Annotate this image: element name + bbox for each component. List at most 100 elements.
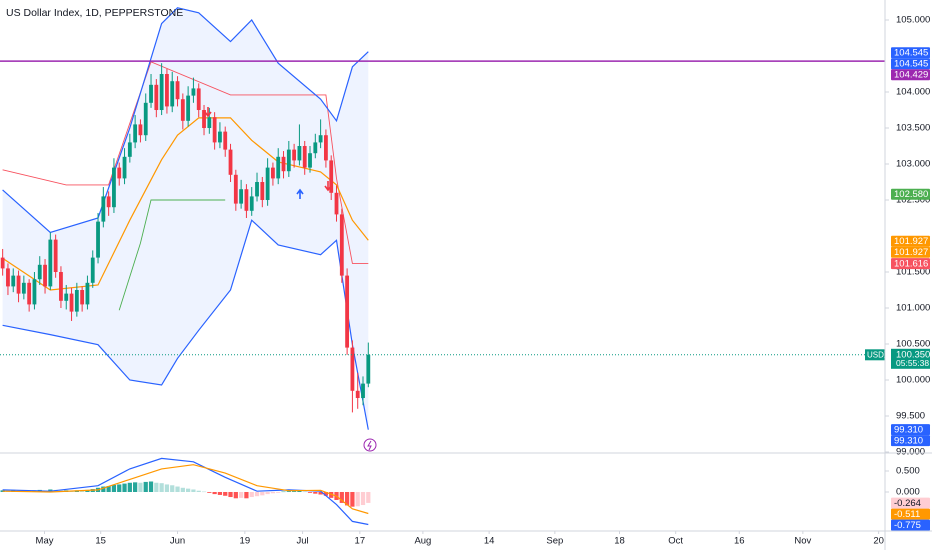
histogram-bar [323,491,329,496]
price-badge-label: 104.545 [894,59,928,70]
candle-body [233,174,238,204]
candle-body [276,156,281,179]
symbol-label: USDX [867,350,890,359]
histogram-bar [366,491,371,503]
histogram-bar [154,482,159,492]
candle-body [27,282,32,305]
histogram-bar [170,485,175,492]
y-tick-label: 102.500 [896,195,930,206]
candle-body [191,88,196,96]
price-badge [891,508,930,520]
histogram-bar [101,486,106,492]
candle-body [366,354,371,384]
histogram-bar [196,490,201,492]
histogram-bar [180,487,185,492]
histogram-bar [111,484,117,492]
price-badge [891,58,930,70]
y-tick-label: 99.500 [896,411,925,422]
price-badge [891,188,930,200]
candle-body [297,146,302,161]
candle-body [207,117,212,129]
candle-body [16,275,21,294]
candle-body [0,257,5,269]
candle-body [117,167,122,179]
candle-body [260,182,265,201]
x-tick-label: Oct [668,536,683,547]
histogram-bar [201,491,207,493]
x-tick-label: 15 [95,536,106,547]
candle-body [361,383,365,399]
histogram-bar [360,491,366,506]
price-badge-label: -0.511 [894,509,920,520]
histogram-bar [228,491,233,498]
bollinger-fill [2,7,369,430]
candle-body [122,156,127,179]
last-price-badge [891,348,930,369]
histogram-bar [143,481,148,492]
candle-body [74,290,79,312]
histogram-bar [106,486,111,492]
event-circle[interactable] [363,438,377,452]
candle-body [318,135,323,143]
x-tick-label: 19 [240,536,251,547]
histogram-bar [265,491,270,495]
y-tick-label: 100.000 [896,375,930,386]
candle-body [165,74,169,107]
price-badge [891,246,930,258]
bollinger-lower [2,219,369,430]
price-badge [891,47,930,59]
histogram-bar [249,491,254,498]
x-tick-label: May [36,536,54,547]
histogram-bar [286,491,291,492]
price-badge [891,519,930,531]
histogram-bar [207,491,212,493]
y-tick-label: 0.500 [896,466,920,477]
candle-body [37,264,42,280]
histogram-bar [191,489,196,492]
price-badge-label: 101.616 [894,258,928,269]
countdown-label: 05:55:38 [896,358,929,368]
candle-body [249,196,254,211]
y-tick-label: 103.500 [896,123,930,134]
candle-body [112,167,116,208]
candle-body [149,84,153,103]
histogram-bar [80,490,85,492]
candle-body [212,117,217,143]
macd-line [2,464,369,515]
x-tick-label: 20 [873,536,884,547]
candle-body [265,167,270,201]
candle-body [43,264,47,287]
candle-body [143,102,148,136]
candle-body [159,74,164,111]
histogram-bar [127,482,132,492]
event-icon[interactable] [363,438,377,452]
sell-arrow [204,107,212,118]
signal-arrows [204,107,332,199]
price-badge-label: 102.580 [894,189,928,200]
histogram-bar [122,483,127,492]
candle-body [281,156,286,172]
price-badge-label: -0.264 [894,498,921,509]
candle-body [48,239,53,287]
candle-body [339,214,344,276]
candle-body [180,99,185,121]
candle-body [59,272,63,301]
event-bolt [367,440,372,451]
histogram-bar [223,491,228,496]
y-tick-label: 101.000 [896,303,930,314]
histogram-bar [281,491,286,493]
candle-body [85,282,90,305]
histogram-bar [297,490,302,492]
histogram-bar [260,491,265,496]
price-badge-label: 99.310 [894,435,923,446]
histogram-bar [186,488,191,492]
histogram-bar [212,491,217,495]
macd-pane: 0.500 0.000-0.264-0.511-0.775 [0,457,930,531]
histogram-bar [233,491,238,499]
histogram-bar [344,491,350,506]
histogram-bar [270,491,276,494]
histogram-bar [164,484,170,492]
candle-body [106,196,111,208]
y-tick-label: 0.000 [896,487,920,498]
